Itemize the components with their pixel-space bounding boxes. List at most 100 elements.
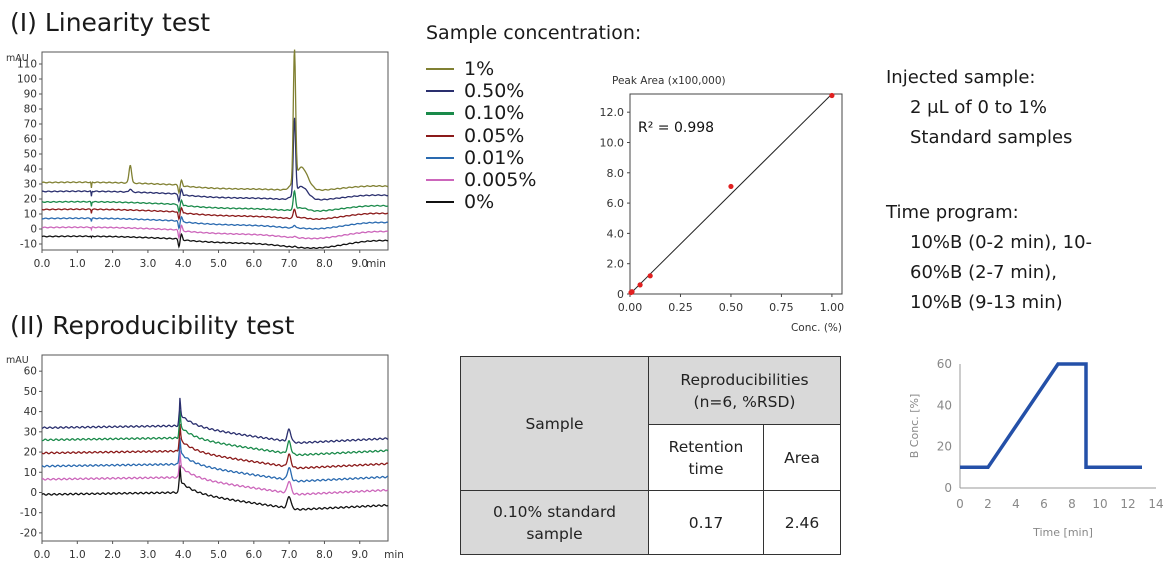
y-tick-label: 0	[617, 288, 624, 301]
legend-item: 0.10%	[426, 102, 536, 124]
plot-frame	[629, 93, 843, 295]
y-tick-label: 40	[24, 164, 37, 176]
y-tick-label: 60	[24, 366, 37, 378]
reproducibility-title: (II) Reproducibility test	[10, 311, 295, 340]
retention-time-value: 0.17	[648, 490, 764, 555]
r-squared-annotation: R² = 0.998	[638, 120, 714, 136]
x-tick-label: 3.0	[140, 549, 157, 561]
fit-line	[629, 93, 833, 295]
legend-item: 0.05%	[426, 125, 536, 147]
linearity-title: (I) Linearity test	[10, 8, 211, 37]
x-axis-label: Conc. (%)	[791, 322, 842, 334]
y-tick-label: 2.0	[607, 258, 625, 271]
series-line	[41, 232, 389, 250]
x-axis-label: Time [min]	[1032, 526, 1093, 539]
y-tick-label: 80	[24, 104, 37, 116]
legend-swatch	[426, 134, 454, 137]
x-tick-label: 2.0	[104, 258, 121, 270]
y-tick-label: 20	[24, 447, 37, 459]
x-tick-label: 0.25	[668, 301, 693, 314]
injected-line: Standard samples	[910, 127, 1073, 148]
time-program-line: 10%B (9-13 min)	[910, 292, 1063, 313]
y-axis-label: B Conc. [%]	[908, 394, 921, 459]
series-line	[41, 49, 389, 195]
x-tick-label: 7.0	[281, 549, 298, 561]
legend-label: 0.005%	[464, 169, 537, 192]
legend-label: 1%	[464, 58, 495, 81]
x-tick-label: 1.00	[820, 301, 845, 314]
x-tick-label: 10	[1092, 497, 1107, 511]
y-tick-label: -10	[20, 507, 37, 519]
gradient-program-chart: 0 20 40 60 0 2 4 6 8 10 12 14 Time [min] B Conc. [%]	[908, 357, 1164, 539]
y-tick-label: 60	[937, 357, 952, 371]
data-point	[647, 273, 653, 279]
injected-line: 2 μL of 0 to 1%	[910, 97, 1047, 118]
legend-swatch	[426, 178, 454, 182]
row-label-line: 0.10% standard	[493, 502, 616, 521]
legend-label: 0.05%	[464, 124, 525, 147]
y-tick-label: 20	[24, 194, 37, 206]
calibration-plot: Peak Area (x100,000) 0 2.0 4.0 6.0 8.0 10.0 12.…	[600, 75, 845, 334]
retention-time-header: Retention time	[648, 424, 764, 491]
legend-label: 0.01%	[464, 146, 525, 169]
y-tick-label: 0	[30, 224, 37, 236]
x-tick-label: 8.0	[316, 258, 333, 270]
x-tick-label: 9.0	[351, 549, 368, 561]
y-tick-label: -10	[20, 239, 37, 251]
series-line	[41, 206, 389, 221]
time-program-heading: Time program:	[886, 202, 1019, 223]
y-unit-label: mAU	[6, 355, 29, 366]
legend-item: 0%	[426, 191, 536, 213]
sample-header: Sample	[460, 356, 649, 491]
x-tick-label: 14	[1148, 497, 1163, 511]
x-tick-label: 4.0	[175, 549, 192, 561]
series-line	[41, 224, 389, 240]
injected-sample-info: Injected sample: 2 μL of 0 to 1% Standar…	[886, 63, 1072, 153]
legend-item: 0.50%	[426, 80, 536, 102]
x-tick-label: 6	[1040, 497, 1048, 511]
series-line	[41, 397, 389, 445]
legend-swatch	[426, 90, 454, 93]
y-unit-label: mAU	[6, 53, 29, 64]
x-tick-label: 6.0	[245, 549, 262, 561]
y-tick-label: 50	[24, 386, 37, 398]
x-tick-label: 5.0	[210, 258, 227, 270]
y-tick-label: 0	[944, 481, 952, 495]
reproducibility-header-line: (n=6, %RSD)	[693, 392, 796, 411]
y-tick-label: 6.0	[607, 197, 625, 210]
x-tick-label: 1.0	[69, 258, 86, 270]
y-tick-label: 90	[24, 89, 37, 101]
x-tick-label: 6.0	[245, 258, 262, 270]
series-line	[41, 423, 389, 470]
data-point	[728, 183, 734, 190]
x-tick-label: 2.0	[104, 549, 121, 561]
x-tick-label: 0.0	[34, 549, 51, 561]
y-tick-label: 60	[24, 134, 37, 146]
y-tick-label: -20	[20, 527, 37, 539]
x-tick-label: 2	[984, 497, 992, 511]
linearity-chromatogram: mAU -10 0 10 20 30 40 50 60 70 80 90 100 110 0.0 1.0 2.0…	[6, 49, 389, 270]
series-line	[41, 465, 389, 511]
y-tick-label: 50	[24, 149, 37, 161]
x-tick-label: 7.0	[281, 258, 298, 270]
legend-item: 0.005%	[426, 169, 536, 191]
retention-time-header-line: time	[688, 459, 724, 478]
series-line	[41, 189, 389, 214]
y-tick-label: 10	[24, 467, 37, 479]
plot-frame	[41, 51, 389, 251]
y-tick-label: 40	[24, 406, 37, 418]
y-tick-label: 10.0	[600, 136, 625, 149]
reproducibility-header-line: Reproducibilities	[680, 370, 809, 389]
series-line	[41, 215, 388, 231]
x-tick-label: 5.0	[210, 549, 227, 561]
area-value: 2.46	[763, 490, 841, 555]
data-point	[829, 92, 835, 99]
x-tick-label: 4.0	[175, 258, 192, 270]
chart-title: Peak Area (x100,000)	[612, 75, 726, 87]
y-tick-label: 30	[24, 179, 37, 191]
series-line	[41, 410, 389, 457]
legend-item: 1%	[426, 58, 536, 80]
x-tick-label: 4	[1012, 497, 1020, 511]
legend-heading: Sample concentration:	[426, 22, 642, 44]
x-axis-label: min	[384, 549, 404, 561]
